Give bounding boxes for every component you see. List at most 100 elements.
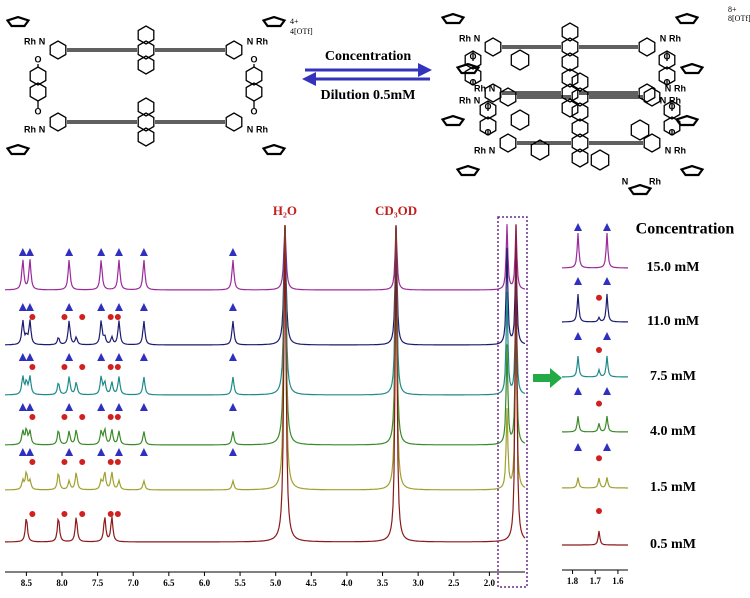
ring: [137, 97, 155, 117]
triangle-marker: [18, 353, 27, 361]
legend-title: Concentration: [636, 221, 735, 238]
legend-label: 1.5 mM: [650, 480, 696, 495]
atom-label: O: [250, 106, 257, 116]
dot-marker: [596, 294, 602, 301]
ring: [29, 66, 47, 86]
dot-marker: [29, 511, 36, 517]
dot-marker: [61, 414, 68, 420]
triangle-marker: [25, 303, 34, 311]
inset-tick-label: 1.7: [590, 576, 602, 586]
triangle-marker: [114, 448, 123, 456]
ring: [658, 50, 676, 70]
x-tick-label: 6.5: [163, 578, 175, 588]
atom-label: O: [668, 127, 675, 137]
charge: 8+: [728, 5, 737, 14]
atom-label: N: [247, 36, 254, 46]
dot-marker: [29, 414, 36, 420]
triangle-marker: [574, 277, 582, 285]
atom-label: N: [660, 33, 667, 43]
atom-label: Rh: [649, 176, 661, 186]
triangle-marker: [228, 303, 237, 311]
triangle-marker: [228, 248, 237, 256]
atom-label: Rh: [256, 124, 268, 134]
ring: [571, 72, 589, 92]
triangle-marker: [25, 448, 34, 456]
atom-label: O: [34, 54, 41, 64]
atom-label: O: [668, 101, 675, 111]
counter-ion: 4[OTf]: [290, 27, 313, 36]
dot-marker: [596, 347, 602, 353]
legend-label: 4.0 mM: [650, 424, 696, 439]
dot-marker: [114, 414, 121, 420]
dot-marker: [79, 364, 86, 370]
ring: [530, 139, 550, 161]
atom-label: Rh: [669, 33, 681, 43]
dot-marker: [114, 511, 121, 517]
arrow-back-label: Dilution 0.5mM: [321, 88, 416, 103]
ring: [49, 112, 67, 132]
triangle-marker: [228, 403, 237, 411]
ring: [225, 112, 243, 132]
cp-ring: [627, 183, 653, 196]
atom-label: N: [247, 124, 254, 134]
dot-marker: [114, 314, 121, 320]
triangle-marker: [574, 332, 582, 340]
atom-label: N: [665, 145, 672, 155]
triangle-marker: [97, 403, 106, 411]
cp-ring: [679, 62, 705, 75]
x-tick-label: 5.0: [270, 578, 282, 588]
ring: [137, 25, 155, 45]
triangle-marker: [25, 403, 34, 411]
cp-ring: [674, 12, 700, 25]
triangle-marker: [25, 353, 34, 361]
legend-label: 0.5 mM: [650, 537, 696, 552]
inset-spectrum: [562, 477, 628, 489]
spectrum: [5, 225, 526, 446]
ring: [561, 22, 579, 42]
counter-ion: 8[OTf]: [728, 14, 750, 23]
ring: [571, 118, 589, 138]
triangle-marker: [114, 303, 123, 311]
triangle-marker: [114, 353, 123, 361]
x-tick-label: 8.5: [21, 578, 33, 588]
ring: [137, 127, 155, 147]
dot-marker: [107, 459, 114, 465]
ring: [643, 87, 661, 107]
triangle-marker: [18, 248, 27, 256]
inset-tick-label: 1.6: [612, 576, 624, 586]
atom-label: Rh: [674, 145, 686, 155]
ring: [479, 100, 497, 120]
triangle-marker: [603, 277, 611, 285]
arrow: [533, 368, 562, 388]
x-tick-label: 7.5: [92, 578, 104, 588]
spectra: 8.5 8.0 7.5 7.0 6.5 6.0 5.5 5.0 4.5 4.0 3.5 3.0 2.5 2…: [4, 203, 699, 588]
ring: [499, 87, 517, 107]
atom-label: N: [660, 95, 667, 105]
triangle-marker: [97, 448, 106, 456]
cp-ring: [5, 15, 31, 28]
x-tick-label: 6.0: [199, 578, 211, 588]
dot-marker: [596, 455, 602, 462]
ring: [561, 37, 579, 57]
ring: [561, 68, 579, 88]
triangle-marker: [25, 248, 34, 256]
ring: [137, 112, 155, 132]
dot-marker: [29, 364, 36, 370]
spectrum: [5, 225, 526, 396]
cp-ring: [455, 62, 481, 75]
charge: 4+: [290, 17, 299, 26]
atom-label: O: [469, 77, 476, 87]
triangle-marker: [18, 448, 27, 456]
atom-label: Rh: [669, 95, 681, 105]
dot-marker: [29, 314, 36, 320]
x-tick-label: 5.5: [234, 578, 246, 588]
cp-ring: [261, 143, 287, 156]
triangle-marker: [97, 353, 106, 361]
dot-marker: [114, 364, 121, 370]
triangle-marker: [97, 303, 106, 311]
inset-tick-label: 1.8: [567, 576, 579, 586]
scheme: [5, 12, 705, 196]
triangle-marker: [97, 248, 106, 256]
x-tick-label: 2.0: [484, 578, 496, 588]
triangle-marker: [114, 248, 123, 256]
